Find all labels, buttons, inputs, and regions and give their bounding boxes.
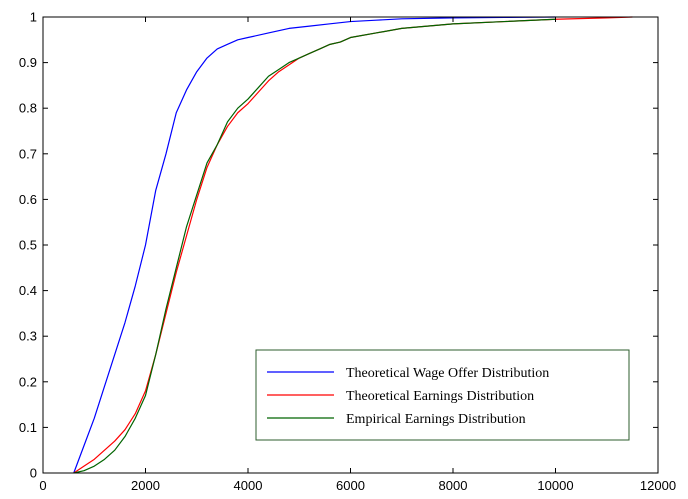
y-tick-label: 0.7 [19, 146, 37, 161]
y-tick-label: 0.2 [19, 374, 37, 389]
x-tick-label: 12000 [640, 478, 676, 493]
y-tick-label: 0 [30, 466, 37, 481]
series-line-3 [73, 18, 556, 474]
y-tick-label: 0.3 [19, 329, 37, 344]
y-tick-label: 0.5 [19, 238, 37, 253]
series-layer [73, 16, 633, 474]
y-tick-label: 0.4 [19, 283, 37, 298]
y-tick-label: 0.6 [19, 192, 37, 207]
x-tick-label: 10000 [537, 478, 573, 493]
y-tick-label: 0.8 [19, 101, 37, 116]
x-tick-label: 4000 [234, 478, 263, 493]
legend: Theoretical Wage Offer Distribution Theor… [255, 349, 630, 441]
x-tick-label: 2000 [131, 478, 160, 493]
y-tick-label: 0.9 [19, 55, 37, 70]
x-tick-label: 8000 [439, 478, 468, 493]
legend-label-3: Empirical Earnings Distribution [346, 412, 526, 427]
x-axis: 0 2000 4000 6000 8000 10000 12000 [39, 17, 676, 493]
x-tick-label: 6000 [336, 478, 365, 493]
legend-label-1: Theoretical Wage Offer Distribution [346, 366, 549, 381]
legend-label-2: Theoretical Earnings Distribution [346, 389, 534, 404]
y-tick-label: 0.1 [19, 420, 37, 435]
x-tick-label: 0 [39, 478, 46, 493]
y-tick-label: 1 [30, 10, 37, 25]
y-axis: 0 0.1 0.2 0.3 0.4 0.5 0.6 0.7 0.8 0.9 1 [19, 10, 658, 481]
series-line-1 [73, 16, 556, 474]
